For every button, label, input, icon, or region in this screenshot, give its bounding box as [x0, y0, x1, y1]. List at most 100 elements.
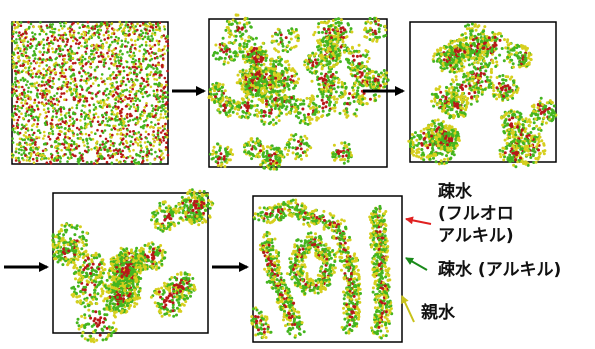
- particle: [153, 43, 157, 47]
- particle: [68, 137, 71, 140]
- particle: [158, 27, 161, 30]
- particle: [242, 90, 246, 94]
- particle: [325, 59, 329, 63]
- particle: [430, 128, 434, 132]
- particle: [263, 91, 267, 95]
- particle: [542, 142, 546, 146]
- particle: [31, 54, 35, 57]
- particle: [312, 102, 316, 106]
- particle: [157, 126, 160, 130]
- particle: [133, 161, 137, 164]
- particle: [37, 25, 41, 28]
- particle: [434, 160, 438, 164]
- particle: [119, 84, 122, 88]
- particle: [255, 109, 259, 112]
- particle: [218, 56, 222, 60]
- particle: [132, 62, 136, 66]
- particle: [17, 156, 20, 160]
- particle: [51, 125, 54, 128]
- particle: [349, 27, 353, 31]
- particle: [166, 153, 170, 157]
- particle: [77, 31, 80, 35]
- particle: [103, 82, 107, 86]
- particle: [63, 60, 66, 64]
- particle: [34, 53, 37, 57]
- particle: [134, 43, 137, 47]
- particle: [17, 23, 21, 26]
- particle: [11, 35, 14, 38]
- particle: [67, 148, 70, 152]
- particle: [152, 67, 155, 70]
- particle: [68, 119, 72, 122]
- particle: [306, 122, 310, 126]
- particle: [47, 99, 50, 102]
- particle: [342, 151, 346, 155]
- particle: [334, 70, 338, 74]
- particle: [69, 34, 72, 37]
- particle: [151, 45, 154, 49]
- particle: [321, 109, 325, 113]
- particle: [107, 77, 110, 80]
- particle: [22, 63, 26, 67]
- particle: [222, 155, 226, 159]
- particle: [141, 92, 144, 95]
- particle: [313, 112, 317, 116]
- particle: [48, 67, 51, 70]
- particle: [158, 141, 162, 144]
- particle: [83, 24, 86, 28]
- particle: [32, 151, 36, 154]
- particle: [144, 119, 148, 122]
- particle: [270, 57, 274, 61]
- particle: [164, 148, 168, 151]
- particle: [29, 22, 33, 26]
- particle: [307, 118, 311, 122]
- particle: [15, 41, 18, 44]
- particle: [440, 152, 444, 156]
- particle: [115, 115, 118, 118]
- particle: [163, 28, 167, 31]
- particle: [89, 122, 93, 126]
- particle: [106, 23, 109, 27]
- particle: [87, 78, 90, 82]
- particle: [51, 23, 54, 26]
- particle: [34, 47, 38, 50]
- particle: [328, 48, 332, 52]
- particle: [37, 101, 41, 104]
- particle: [335, 100, 339, 104]
- particle: [95, 31, 99, 34]
- particle: [140, 68, 143, 72]
- particle: [120, 132, 123, 135]
- particle: [16, 105, 20, 108]
- particle: [233, 58, 236, 62]
- particle: [31, 31, 34, 34]
- particle: [259, 114, 263, 118]
- particle: [271, 164, 275, 168]
- particle: [274, 121, 278, 125]
- particle: [72, 80, 75, 83]
- particle: [221, 96, 225, 100]
- particle: [41, 53, 45, 56]
- particle: [254, 88, 258, 92]
- particle: [297, 140, 300, 143]
- particle: [23, 91, 27, 95]
- particle: [29, 112, 33, 116]
- particle: [21, 156, 24, 160]
- particle: [161, 65, 164, 69]
- particle: [41, 153, 45, 157]
- particle: [155, 39, 159, 43]
- particle: [278, 31, 282, 35]
- particle: [35, 104, 39, 107]
- particle: [57, 100, 61, 103]
- particle: [22, 88, 26, 92]
- particle: [157, 83, 160, 87]
- particle: [83, 144, 86, 147]
- particle: [66, 156, 70, 159]
- particle: [119, 128, 123, 132]
- particle: [54, 61, 58, 65]
- particle: [376, 78, 380, 82]
- particle: [257, 143, 261, 147]
- particle: [155, 138, 159, 141]
- particle: [34, 147, 38, 150]
- particle: [280, 64, 284, 67]
- particle: [165, 115, 168, 119]
